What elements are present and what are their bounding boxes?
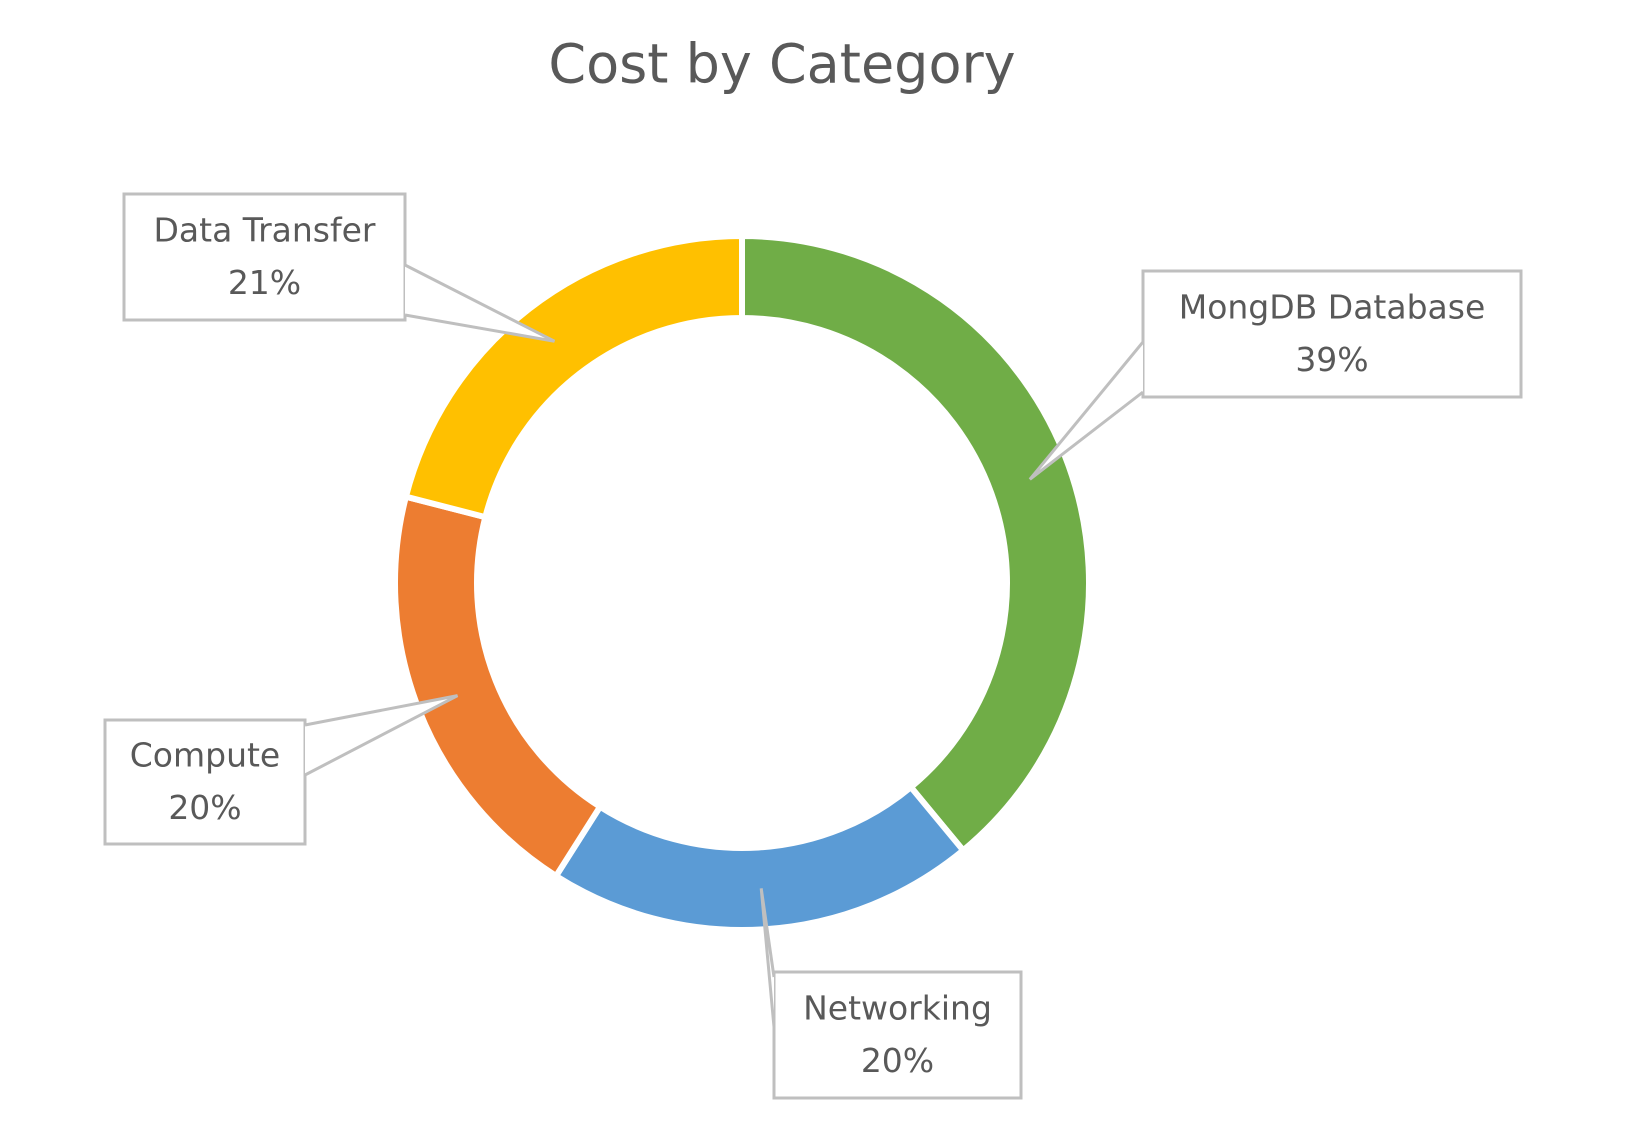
callout-box (772, 970, 1023, 1100)
callout-box (1141, 269, 1523, 399)
value-label: 39% (1295, 340, 1368, 379)
value-label: 20% (861, 1041, 934, 1080)
callout-pointer (759, 888, 776, 1028)
callout-box (103, 718, 307, 846)
callout-pointer (404, 263, 556, 343)
category-label: Data Transfer (154, 210, 376, 249)
category-label: MongDB Database (1179, 287, 1486, 326)
chart-title: Cost by Category (548, 33, 1015, 96)
donut-slice (402, 232, 745, 521)
callout-pointer (1028, 341, 1145, 481)
callout-box (122, 192, 407, 322)
value-label: 20% (168, 788, 241, 827)
donut-slice (739, 232, 1092, 855)
value-label: 21% (228, 263, 301, 302)
category-label: Networking (803, 988, 992, 1027)
category-label: Compute (130, 736, 280, 775)
callout-pointer (304, 694, 459, 777)
